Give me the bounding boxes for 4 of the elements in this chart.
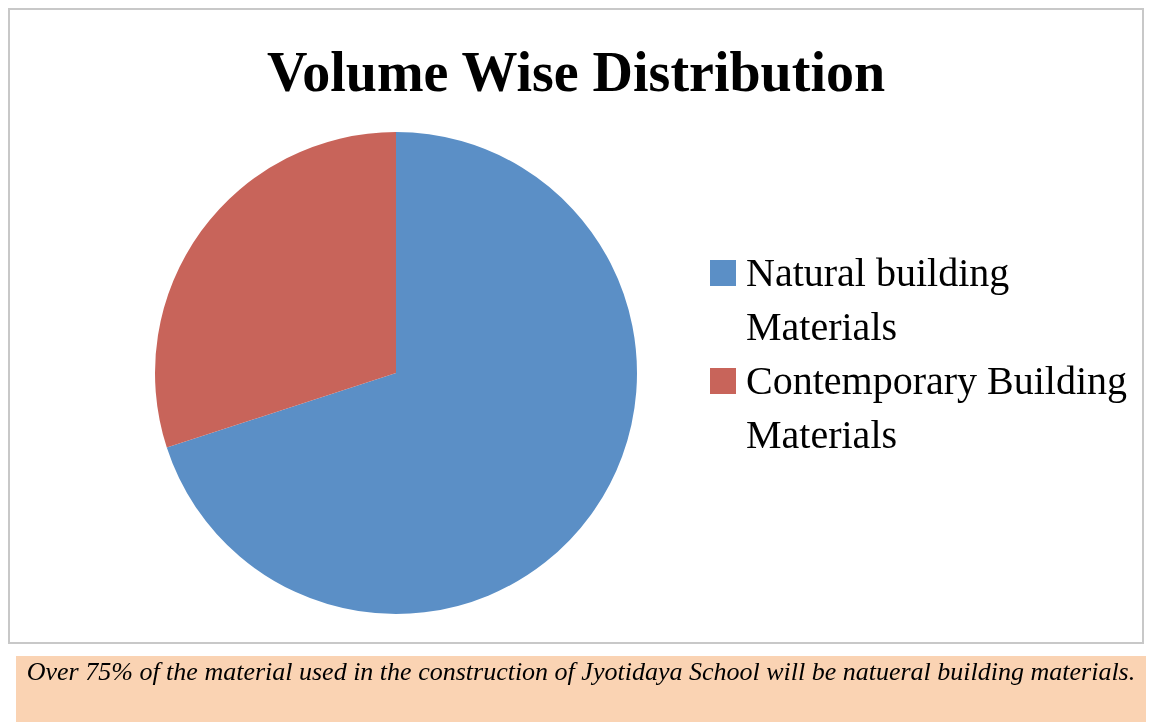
legend-label: Contemporary Building Materials: [746, 357, 1129, 459]
text: Over 75% of the material used in the construction of Jyotidaya School will be natueral building materials.: [16, 656, 1146, 722]
legend-label: Natural building Materials: [746, 249, 1011, 351]
chart-title: Volume Wise Distribution: [265, 40, 887, 104]
